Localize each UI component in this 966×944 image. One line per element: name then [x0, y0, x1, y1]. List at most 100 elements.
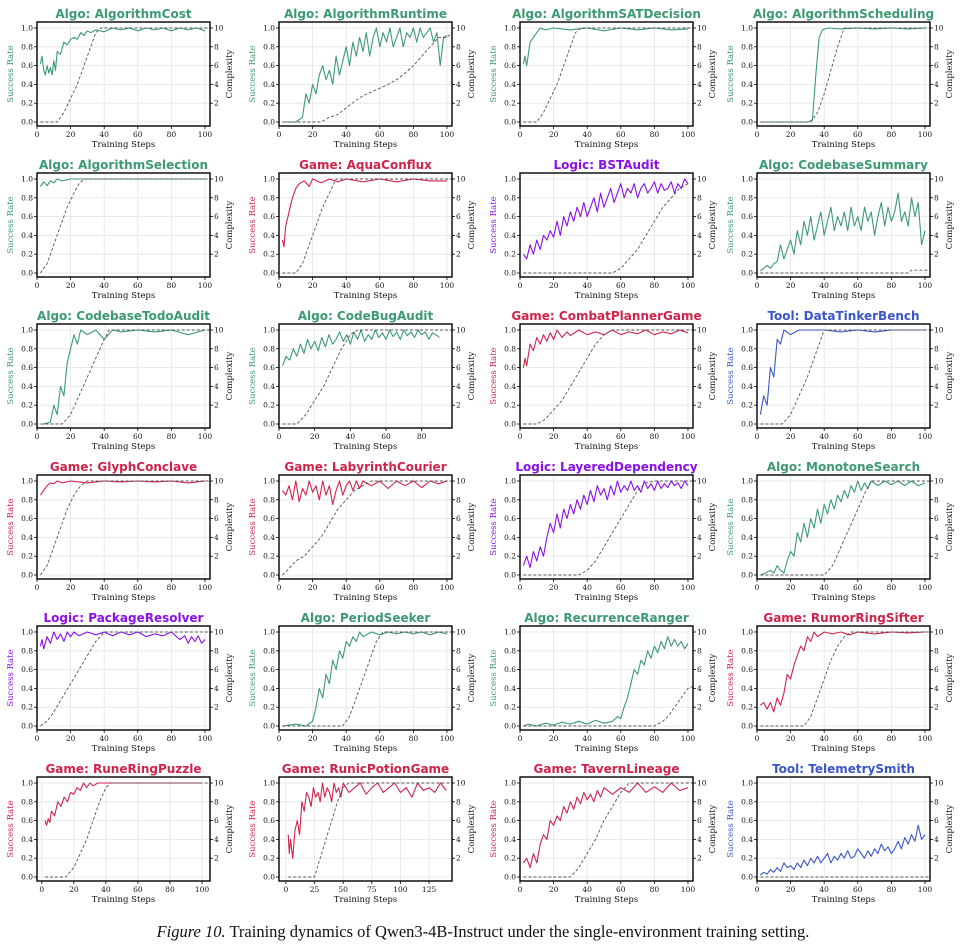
panel-12-xtick-label-3: 60: [133, 583, 143, 592]
panel-22-xlabel: Training Steps: [575, 895, 638, 905]
panel-8-ytick-label-4: 0.8: [21, 344, 33, 353]
panel-15-complexity-line: [760, 480, 930, 576]
panel-7-y2label: Complexity: [945, 201, 955, 250]
panel-6-y2label: Complexity: [708, 201, 718, 250]
panel-5-y2label: Complexity: [467, 201, 477, 250]
panel-12-xtick-label-5: 100: [198, 583, 213, 592]
panel-17-success-line: [282, 631, 448, 727]
panel-21-xtick-label-4: 100: [393, 885, 408, 894]
panel-7-y2tick-label-0: 2: [934, 250, 939, 259]
panel-20-y2tick-label-1: 4: [214, 835, 219, 844]
panel-4-xtick-label-4: 80: [167, 281, 177, 290]
panel-5-frame: [278, 172, 453, 278]
panel-20-xtick-label-1: 20: [69, 885, 79, 894]
panel-19-y2tick-label-1: 4: [934, 684, 939, 693]
panel-23-xlabel: Training Steps: [812, 895, 875, 905]
panel-21-ytick-label-1: 0.2: [263, 854, 275, 863]
panel-6-xtick-label-2: 40: [582, 281, 592, 290]
panel-22-ylabel: Success Rate: [489, 800, 499, 857]
panel-13-ytick-label-5: 1.0: [263, 477, 275, 486]
panel-12-ylabel: Success Rate: [6, 498, 16, 555]
panel-9-xtick-label-2: 40: [346, 432, 356, 441]
panel-5-xtick-label-5: 100: [440, 281, 455, 290]
panel-4-y2tick-label-0: 2: [214, 250, 219, 259]
panel-12-y2tick-label-0: 2: [214, 552, 219, 561]
panel-18-y2tick-label-3: 8: [697, 646, 702, 655]
panel-0-y2tick-label-3: 8: [214, 42, 219, 51]
panel-22-frame: [519, 776, 694, 882]
panel-9-ytick-label-4: 0.8: [263, 344, 275, 353]
panel-21-xtick-label-1: 25: [310, 885, 320, 894]
panel-6-y2tick-label-1: 4: [697, 231, 702, 240]
panel-7-xtick-label-1: 20: [786, 281, 796, 290]
panel-8-ytick-label-3: 0.6: [21, 363, 33, 372]
panel-11-title: Tool: DataTinkerBench: [767, 309, 919, 323]
panel-2-y2tick-label-3: 8: [697, 42, 702, 51]
panel-12-ytick-label-0: 0.0: [21, 571, 33, 580]
panel-10-ytick-label-0: 0.0: [504, 420, 516, 429]
panel-14-success-line: [522, 480, 689, 569]
panel-7-complexity-line: [760, 269, 930, 274]
panel-7-ytick-label-2: 0.4: [741, 231, 753, 240]
panel-2-xtick-label-5: 100: [681, 130, 696, 139]
panel-15-y2label: Complexity: [945, 503, 955, 552]
panel-16-success-line: [39, 631, 206, 650]
caption-figure-label: Figure 10.: [156, 922, 226, 941]
panel-19-title: Game: RumorRingSifter: [763, 611, 923, 625]
panel-0-y2tick-label-4: 10: [214, 24, 224, 33]
panel-12-ytick-label-5: 1.0: [21, 477, 33, 486]
panel-21-y2tick-label-3: 8: [456, 797, 461, 806]
panel-13-xtick-label-0: 0: [277, 583, 282, 592]
panel-13-ytick-label-0: 0.0: [263, 571, 275, 580]
panel-4-title: Algo: AlgorithmSelection: [39, 158, 208, 172]
panel-22-complexity-line: [523, 782, 693, 878]
panel-4-xlabel: Training Steps: [92, 291, 155, 301]
panel-13-ytick-label-1: 0.2: [263, 552, 275, 561]
panel-17-complexity-line: [282, 631, 452, 727]
panel-10-complexity-line: [523, 329, 693, 425]
panel-2-xlabel: Training Steps: [575, 140, 638, 150]
panel-5-xtick-label-2: 40: [341, 281, 351, 290]
panel-18-y2tick-label-0: 2: [697, 703, 702, 712]
panel-15-xtick-label-0: 0: [755, 583, 760, 592]
panel-22-ytick-label-5: 1.0: [504, 779, 516, 788]
panel-23-ytick-label-5: 1.0: [741, 779, 753, 788]
panel-22-ytick-label-0: 0.0: [504, 873, 516, 882]
panel-8-y2label: Complexity: [225, 352, 235, 401]
panel-10-xtick-label-2: 40: [582, 432, 592, 441]
panel-13-ytick-label-3: 0.6: [263, 514, 275, 523]
panel-8-xtick-label-2: 40: [99, 432, 109, 441]
panel-16-ytick-label-5: 1.0: [21, 628, 33, 637]
panel-12-success-line: [39, 480, 206, 496]
panel-8-xtick-label-0: 0: [35, 432, 40, 441]
panel-17-xlabel: Training Steps: [334, 744, 397, 754]
panel-17-ylabel: Success Rate: [248, 649, 258, 706]
panel-2-y2tick-label-0: 2: [697, 99, 702, 108]
panel-16-xtick-label-5: 100: [198, 734, 213, 743]
panel-3-frame: [756, 21, 931, 127]
panel-7-y2tick-label-3: 8: [934, 193, 939, 202]
panel-3-ytick-label-4: 0.8: [741, 42, 753, 51]
panel-23-ytick-label-0: 0.0: [741, 873, 753, 882]
panel-0-ylabel: Success Rate: [6, 45, 16, 102]
panel-8-y2tick-label-1: 4: [214, 382, 219, 391]
panel-14-xtick-label-0: 0: [518, 583, 523, 592]
panel-16-frame: [36, 625, 211, 731]
panel-23-xtick-label-0: 0: [755, 885, 760, 894]
panel-15-xtick-label-1: 20: [786, 583, 796, 592]
panel-15-xtick-label-3: 60: [853, 583, 863, 592]
panel-22-y2tick-label-3: 8: [697, 797, 702, 806]
panel-9-xtick-label-0: 0: [277, 432, 282, 441]
panel-22-y2tick-label-0: 2: [697, 854, 702, 863]
panel-0-xtick-label-4: 80: [167, 130, 177, 139]
panel-13-xtick-label-5: 100: [440, 583, 455, 592]
panel-6-xlabel: Training Steps: [575, 291, 638, 301]
panel-3-y2tick-label-0: 2: [934, 99, 939, 108]
panel-5-xlabel: Training Steps: [334, 291, 397, 301]
panel-14-y2label: Complexity: [708, 503, 718, 552]
